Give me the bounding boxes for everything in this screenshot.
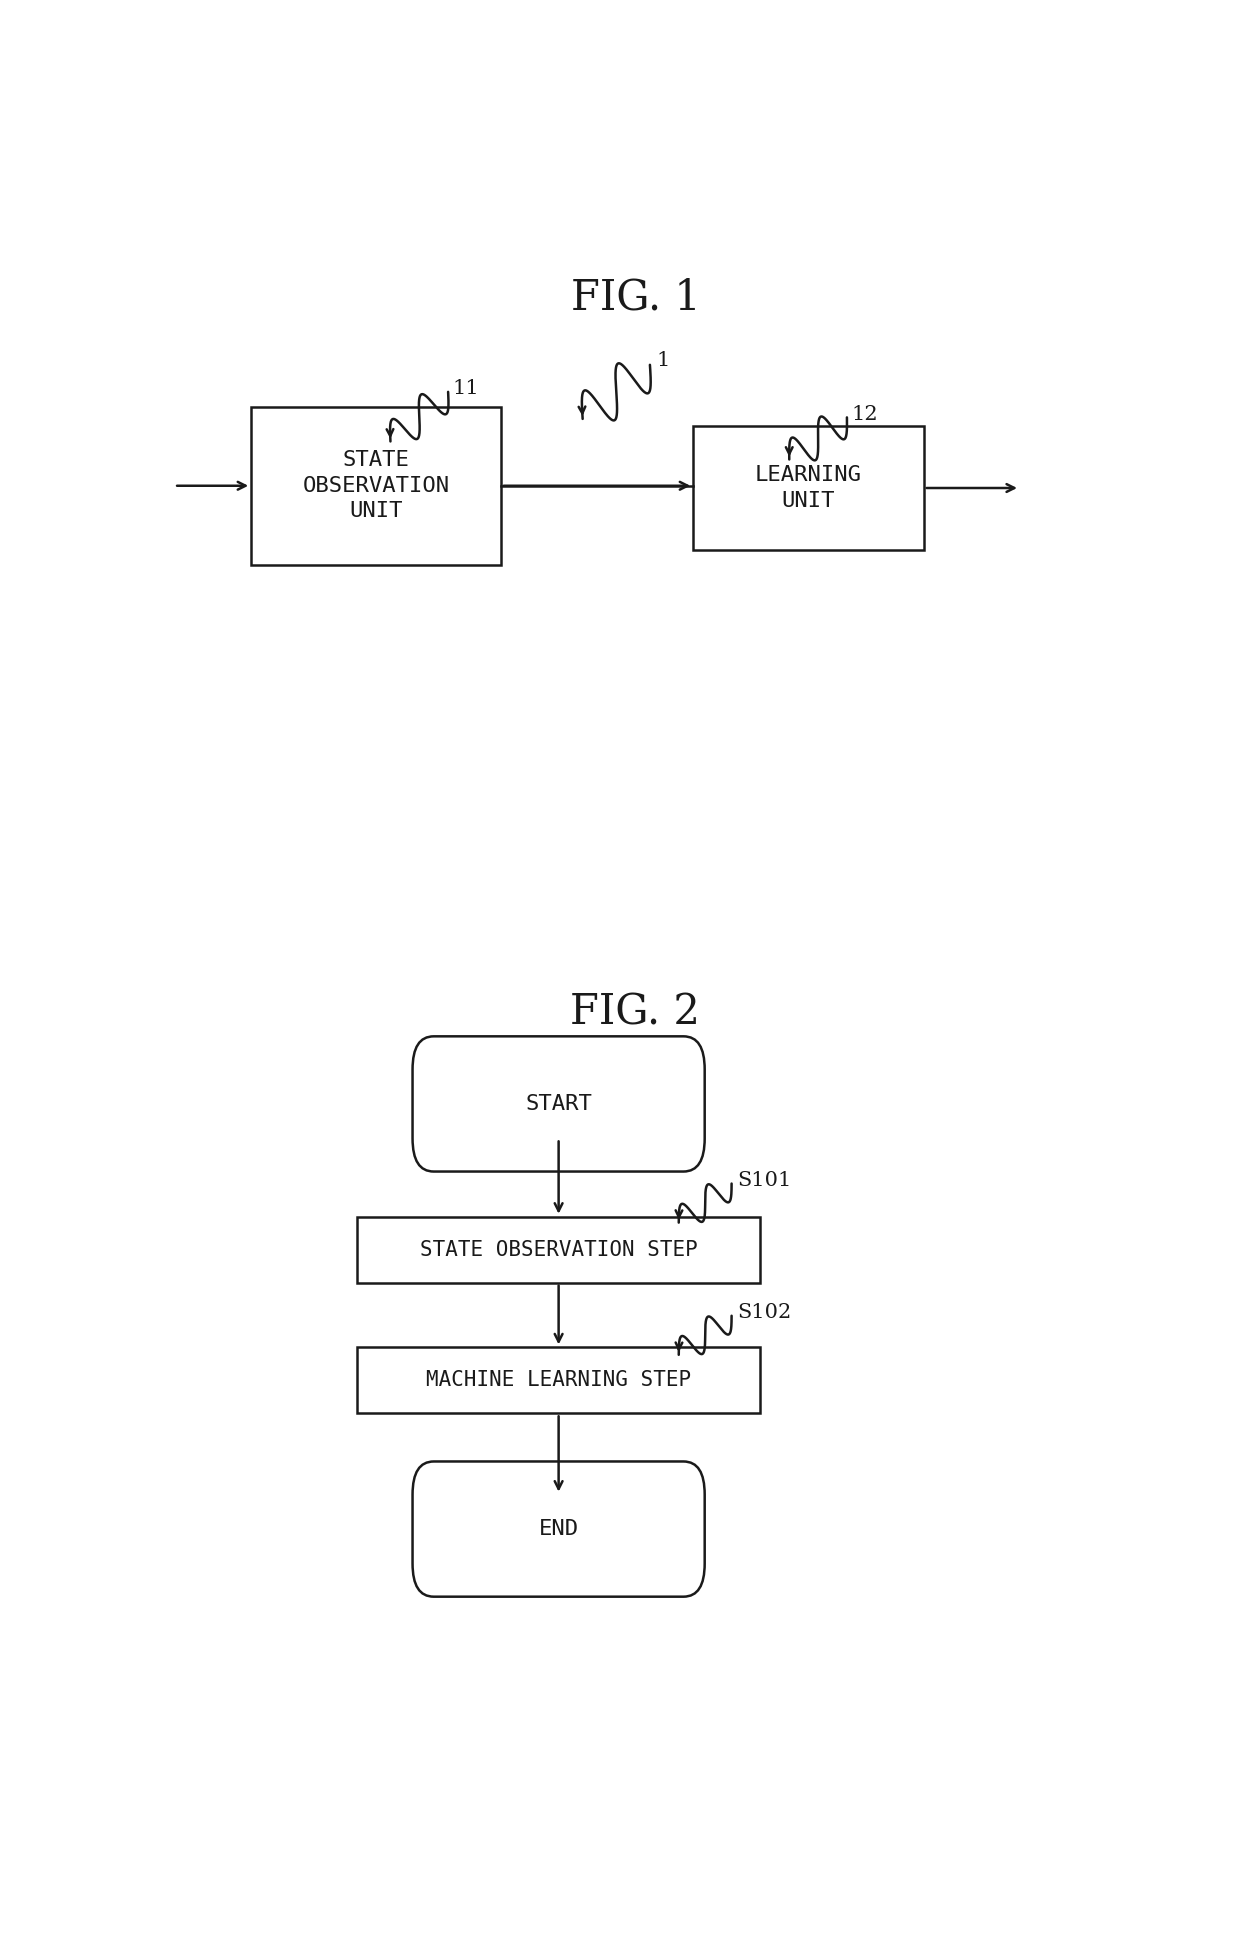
Text: START: START [526,1095,591,1114]
Text: FIG. 2: FIG. 2 [570,991,701,1034]
Text: 1: 1 [657,351,670,371]
Text: END: END [538,1520,579,1539]
Text: S101: S101 [738,1171,792,1190]
FancyBboxPatch shape [250,408,501,564]
FancyBboxPatch shape [357,1217,760,1282]
FancyBboxPatch shape [357,1348,760,1413]
Text: 12: 12 [852,406,878,423]
FancyBboxPatch shape [413,1461,704,1596]
FancyBboxPatch shape [413,1036,704,1171]
Text: LEARNING
UNIT: LEARNING UNIT [755,464,862,511]
Text: 11: 11 [453,378,480,398]
Text: MACHINE LEARNING STEP: MACHINE LEARNING STEP [427,1370,691,1391]
Text: STATE OBSERVATION STEP: STATE OBSERVATION STEP [420,1239,697,1260]
FancyBboxPatch shape [693,427,924,550]
Text: FIG. 1: FIG. 1 [570,277,701,318]
Text: S102: S102 [738,1303,791,1323]
Text: STATE
OBSERVATION
UNIT: STATE OBSERVATION UNIT [303,451,450,521]
